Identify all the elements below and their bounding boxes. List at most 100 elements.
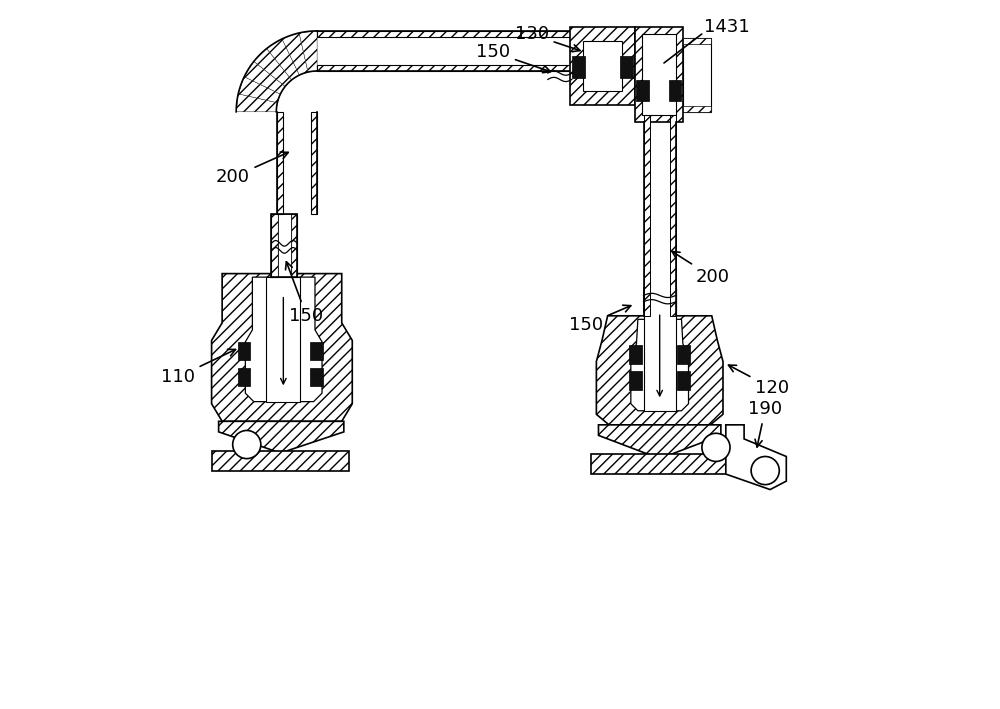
Bar bbox=[642, 35, 676, 116]
Bar bbox=[266, 277, 300, 401]
Bar bbox=[670, 288, 676, 312]
Polygon shape bbox=[252, 62, 285, 87]
Bar bbox=[310, 368, 323, 386]
Bar bbox=[310, 342, 323, 360]
Bar bbox=[591, 454, 735, 474]
Polygon shape bbox=[236, 106, 276, 110]
Polygon shape bbox=[315, 31, 317, 71]
Polygon shape bbox=[236, 108, 276, 111]
Polygon shape bbox=[243, 79, 280, 96]
Circle shape bbox=[751, 457, 779, 485]
Polygon shape bbox=[309, 31, 314, 71]
Text: 1431: 1431 bbox=[704, 18, 750, 36]
Bar bbox=[644, 116, 650, 316]
Polygon shape bbox=[271, 45, 295, 79]
Polygon shape bbox=[274, 42, 296, 77]
Bar bbox=[620, 55, 633, 78]
Polygon shape bbox=[298, 33, 308, 72]
Bar bbox=[606, 31, 620, 71]
Polygon shape bbox=[239, 89, 278, 101]
Polygon shape bbox=[313, 31, 316, 71]
Bar bbox=[650, 123, 670, 316]
Bar bbox=[317, 31, 613, 38]
Polygon shape bbox=[292, 34, 305, 73]
Polygon shape bbox=[253, 60, 286, 86]
Polygon shape bbox=[288, 35, 303, 74]
Polygon shape bbox=[278, 40, 298, 76]
Polygon shape bbox=[264, 50, 291, 81]
Circle shape bbox=[233, 430, 261, 459]
Bar bbox=[635, 28, 683, 123]
Text: 190: 190 bbox=[748, 401, 782, 447]
Polygon shape bbox=[267, 39, 299, 80]
Bar bbox=[311, 112, 317, 214]
Polygon shape bbox=[243, 77, 280, 95]
Polygon shape bbox=[249, 67, 283, 90]
Polygon shape bbox=[258, 55, 288, 84]
Bar bbox=[644, 288, 676, 411]
Bar bbox=[212, 451, 349, 471]
Bar bbox=[636, 80, 649, 101]
Polygon shape bbox=[259, 54, 289, 84]
Polygon shape bbox=[267, 47, 293, 79]
Polygon shape bbox=[598, 425, 721, 459]
Bar bbox=[629, 345, 642, 364]
Polygon shape bbox=[300, 33, 310, 72]
Text: 150: 150 bbox=[476, 43, 550, 73]
Bar bbox=[669, 80, 681, 101]
Polygon shape bbox=[276, 41, 297, 77]
Polygon shape bbox=[245, 277, 322, 401]
Polygon shape bbox=[244, 62, 285, 94]
Polygon shape bbox=[299, 31, 317, 72]
Polygon shape bbox=[262, 51, 290, 82]
Polygon shape bbox=[290, 35, 304, 74]
Bar bbox=[650, 288, 670, 312]
Polygon shape bbox=[240, 86, 278, 100]
Polygon shape bbox=[261, 52, 289, 82]
Polygon shape bbox=[265, 48, 292, 80]
Polygon shape bbox=[238, 93, 277, 104]
Bar bbox=[278, 214, 291, 277]
Polygon shape bbox=[304, 32, 312, 72]
Polygon shape bbox=[242, 80, 280, 97]
Polygon shape bbox=[251, 64, 284, 89]
Polygon shape bbox=[239, 91, 278, 102]
Bar bbox=[277, 112, 283, 214]
Bar bbox=[677, 372, 690, 390]
Bar bbox=[271, 214, 297, 277]
Text: 200: 200 bbox=[216, 152, 288, 186]
Polygon shape bbox=[596, 316, 723, 425]
Polygon shape bbox=[282, 38, 300, 75]
Polygon shape bbox=[244, 74, 281, 94]
Polygon shape bbox=[212, 274, 352, 421]
Bar bbox=[570, 28, 635, 105]
Polygon shape bbox=[236, 94, 277, 112]
Text: 200: 200 bbox=[672, 252, 729, 286]
Polygon shape bbox=[219, 421, 344, 453]
Polygon shape bbox=[241, 82, 279, 98]
Polygon shape bbox=[282, 33, 308, 75]
Polygon shape bbox=[238, 77, 280, 103]
Bar bbox=[317, 65, 613, 71]
Text: 130: 130 bbox=[515, 26, 580, 52]
Polygon shape bbox=[236, 104, 277, 108]
Polygon shape bbox=[245, 72, 281, 93]
Bar bbox=[644, 288, 650, 312]
Polygon shape bbox=[246, 71, 282, 92]
Bar bbox=[271, 214, 278, 277]
Polygon shape bbox=[247, 69, 283, 91]
Bar bbox=[291, 214, 297, 277]
Polygon shape bbox=[254, 48, 292, 86]
Bar bbox=[238, 368, 250, 386]
Bar bbox=[683, 38, 711, 112]
Polygon shape bbox=[286, 36, 302, 74]
Bar bbox=[283, 112, 311, 214]
Bar bbox=[572, 55, 585, 78]
Bar bbox=[629, 372, 642, 390]
Polygon shape bbox=[631, 319, 689, 411]
Polygon shape bbox=[311, 31, 315, 71]
Polygon shape bbox=[255, 59, 286, 86]
Polygon shape bbox=[306, 31, 313, 72]
Polygon shape bbox=[238, 95, 277, 104]
Text: 110: 110 bbox=[161, 350, 236, 386]
